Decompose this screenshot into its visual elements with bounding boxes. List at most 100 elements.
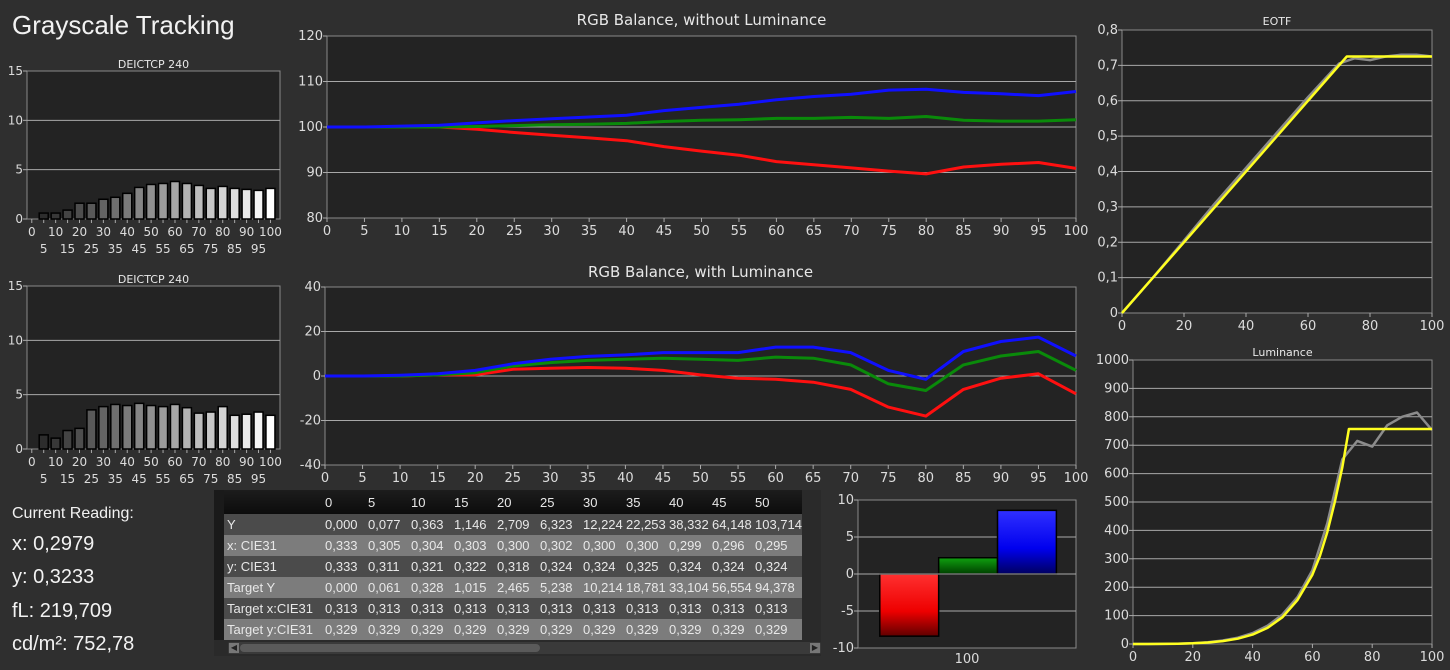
x-tick-label: 40 — [1244, 650, 1261, 665]
table-cell: 1,015 — [451, 577, 494, 598]
x-tick-label: 60 — [767, 471, 784, 486]
table-row[interactable]: Target x:CIE31 0,313 0,313 0,313 0,313 0,313 0… — [214, 598, 802, 619]
table-cell: 12,224 — [580, 514, 623, 535]
x-tick-label: 100 — [1064, 471, 1089, 486]
table-cell: 0,313 — [666, 598, 709, 619]
x-tick-label: 5 — [360, 224, 368, 239]
x-tick-label: 80 — [215, 225, 230, 239]
column-header[interactable]: 15 — [451, 490, 494, 514]
scroll-right-button[interactable]: ▶ — [810, 643, 820, 653]
x-tick-label: 40 — [618, 224, 635, 239]
y-tick-label: -20 — [300, 414, 321, 429]
x-tick-label: 85 — [955, 224, 972, 239]
chart-title: DEICTCP 240 — [118, 58, 189, 71]
y-tick-label: 100 — [298, 120, 323, 135]
y-tick-label: 100 — [1104, 609, 1129, 624]
row-label: Target Y — [224, 577, 322, 598]
x-tick-label: 55 — [730, 471, 747, 486]
bar — [38, 212, 49, 220]
x-tick-label: 20 — [72, 455, 87, 469]
column-header[interactable]: 35 — [623, 490, 666, 514]
y-tick-label: 5 — [15, 388, 23, 402]
row-header-cell — [214, 535, 224, 556]
bar — [157, 182, 169, 220]
bar — [121, 192, 133, 220]
row-header-cell — [214, 556, 224, 577]
table-cell: 94,378 — [752, 577, 802, 598]
x-tick-label: 15 — [431, 224, 448, 239]
y-tick-label: 0,8 — [1097, 23, 1118, 38]
x-tick-label: 60 — [1304, 650, 1321, 665]
bar — [241, 188, 252, 220]
column-header[interactable]: 0 — [322, 490, 365, 514]
series-line-green — [327, 115, 1077, 129]
x-tick-label: 70 — [843, 224, 860, 239]
readings-table[interactable]: 0 5 10 15 20 25 30 35 40 45 50 Y 0,000 0,077 0,363 1,14… — [214, 490, 821, 656]
bar — [86, 202, 97, 220]
x-tick-label: 60 — [167, 225, 182, 239]
x-tick-label: 85 — [227, 242, 242, 256]
table-row[interactable]: Target Y 0,000 0,061 0,328 1,015 2,465 5,238 10… — [214, 577, 802, 598]
column-header[interactable]: 40 — [666, 490, 709, 514]
y-tick-label: 0 — [15, 442, 23, 456]
column-header[interactable]: 30 — [580, 490, 623, 514]
x-tick-label: 75 — [880, 471, 897, 486]
x-tick-label: 95 — [1030, 224, 1047, 239]
scroll-left-button[interactable]: ◀ — [229, 643, 239, 653]
reading-fl: fL: 219,709 — [12, 600, 113, 622]
bar — [145, 183, 157, 220]
x-tick-label: 55 — [155, 242, 170, 256]
x-tick-label: 10 — [392, 471, 409, 486]
x-tick-label: 40 — [1238, 319, 1255, 334]
x-tick-label: 60 — [1300, 319, 1317, 334]
bar — [253, 189, 264, 220]
x-tick-label: 100 — [259, 225, 282, 239]
x-tick-label: 30 — [543, 224, 560, 239]
horizontal-scrollbar[interactable]: ◀ ▶ — [228, 642, 821, 654]
table-cell: 33,104 — [666, 577, 709, 598]
column-header[interactable]: 45 — [709, 490, 752, 514]
column-header[interactable]: 20 — [494, 490, 537, 514]
x-tick-label: 45 — [656, 224, 673, 239]
table-cell: 0,313 — [580, 598, 623, 619]
x-tick-label: 50 — [143, 455, 158, 469]
y-tick-label: 90 — [306, 166, 323, 181]
table-cell: 0,329 — [322, 619, 365, 640]
column-header[interactable]: 50 — [752, 490, 802, 514]
bar — [181, 182, 193, 220]
y-tick-label: 110 — [298, 75, 323, 90]
table-row[interactable]: Target y:CIE31 0,329 0,329 0,329 0,329 0,329 0… — [214, 619, 802, 640]
y-tick-label: 5 — [15, 163, 23, 177]
table-header-row: 0 5 10 15 20 25 30 35 40 45 50 — [214, 490, 802, 514]
table-cell: 0,329 — [451, 619, 494, 640]
series-line-measured — [1121, 53, 1433, 314]
x-tick-label: 65 — [179, 472, 194, 486]
x-tick-label: 35 — [108, 242, 123, 256]
table-cell: 0,328 — [408, 577, 451, 598]
x-tick-label: 70 — [191, 455, 206, 469]
y-tick-label: 200 — [1104, 580, 1129, 595]
column-header[interactable]: 5 — [365, 490, 408, 514]
x-tick-label: 80 — [1362, 319, 1379, 334]
column-header[interactable]: 10 — [408, 490, 451, 514]
table-row[interactable]: x: CIE31 0,333 0,305 0,304 0,303 0,300 0,302 0,… — [214, 535, 802, 556]
table-cell: 1,146 — [451, 514, 494, 535]
x-tick-label: 20 — [1176, 319, 1193, 334]
x-tick-label: 95 — [1030, 471, 1047, 486]
table-row[interactable]: Y 0,000 0,077 0,363 1,146 2,709 6,323 12,224 22,… — [214, 514, 802, 535]
x-tick-label: 65 — [806, 224, 823, 239]
bar — [62, 429, 73, 450]
y-tick-label: 500 — [1104, 495, 1129, 510]
y-tick-label: -40 — [300, 458, 321, 473]
x-tick-label: 70 — [191, 225, 206, 239]
x-tick-label: 20 — [469, 224, 486, 239]
table-cell: 0,299 — [666, 535, 709, 556]
y-tick-label: 10 — [8, 113, 23, 127]
column-header[interactable]: 25 — [537, 490, 580, 514]
table-row[interactable]: y: CIE31 0,333 0,311 0,321 0,322 0,318 0,324 0,… — [214, 556, 802, 577]
x-tick-label: 100 — [1420, 319, 1445, 334]
table-cell: 0,295 — [752, 535, 802, 556]
x-tick-label: 10 — [48, 225, 63, 239]
scrollbar-thumb[interactable] — [240, 644, 540, 652]
